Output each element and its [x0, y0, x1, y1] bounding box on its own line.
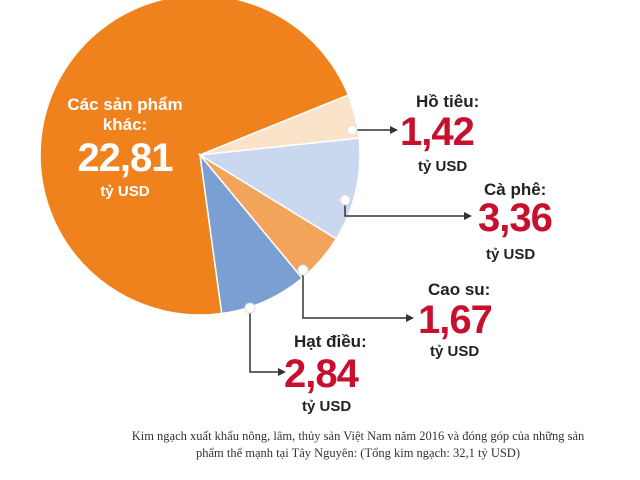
category-label: Cà phê:: [484, 180, 547, 199]
connector: [302, 270, 408, 319]
category-label: Cao su:: [428, 280, 491, 299]
pie-slice: [198, 152, 304, 315]
category-label: Hồ tiêu:: [416, 92, 480, 111]
connector-dot: [297, 264, 309, 276]
unit-label: tỷ USD: [302, 398, 352, 415]
arrowhead: [278, 368, 286, 376]
value-label: 1,67: [418, 298, 493, 342]
connector-dot: [346, 124, 358, 136]
arrowheads: [278, 126, 472, 376]
unit-label: tỷ USD: [418, 158, 468, 175]
value-label: 1,42: [400, 110, 475, 154]
unit-label: tỷ USD: [100, 183, 150, 200]
value-label: 2,84: [284, 352, 359, 396]
arrowhead: [406, 314, 414, 322]
connector-dot: [339, 194, 351, 206]
value-label: 3,36: [478, 196, 553, 240]
caption: Kim ngạch xuất khẩu nông, lâm, thủy sản …: [131, 429, 585, 460]
value-label: 22,81: [77, 136, 173, 180]
connector: [249, 308, 280, 373]
connector: [344, 200, 466, 217]
unit-label: tỷ USD: [430, 343, 480, 360]
unit-label: tỷ USD: [486, 246, 536, 263]
category-label: Các sản phẩm khác:: [67, 95, 183, 134]
connector-dot: [244, 302, 256, 314]
category-label: Hạt điều:: [294, 332, 367, 351]
pie-slice: [197, 137, 361, 240]
arrowhead: [464, 212, 472, 220]
arrowhead: [390, 126, 398, 134]
pie-slice: [39, 0, 350, 316]
